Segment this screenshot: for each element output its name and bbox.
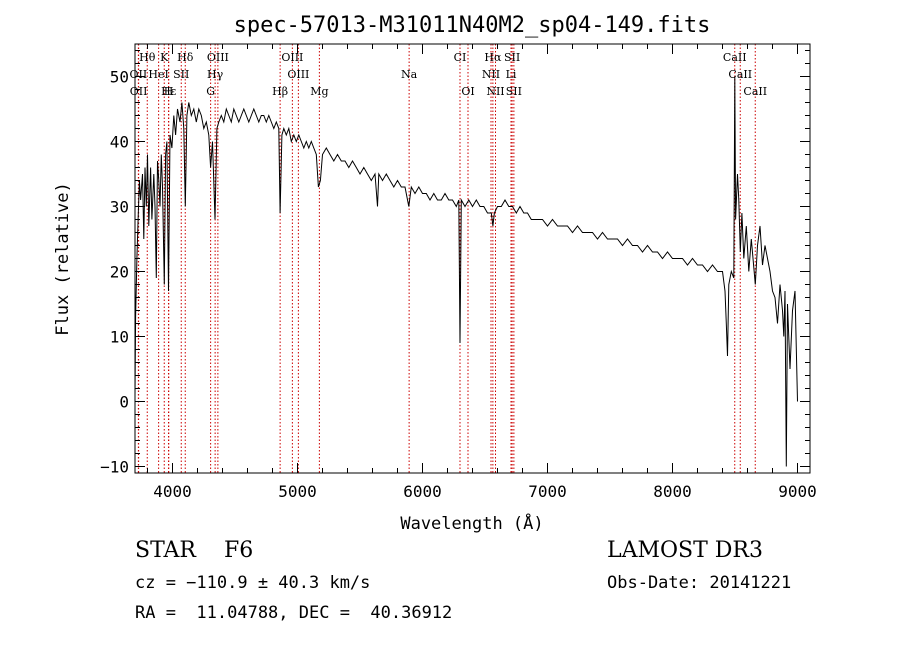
line-label-10: HeI (148, 68, 168, 81)
object-class: STAR (135, 538, 196, 563)
line-label-13: OIII (287, 68, 309, 81)
line-label-18: OII (130, 85, 148, 98)
y-tick-label-3: 20 (110, 263, 129, 282)
y-tick-label-2: 10 (110, 328, 129, 347)
y-tick-label-1: 0 (119, 393, 129, 412)
x-tick-label-2: 6000 (403, 482, 442, 501)
line-label-4: OIII (281, 51, 303, 64)
y-axis: −10 0 10 20 30 40 50 (100, 50, 810, 477)
line-label-25: NII (486, 85, 504, 98)
spectrum-series-line (134, 76, 798, 467)
y-tick-label-0: −10 (100, 458, 129, 477)
line-label-14: Na (401, 68, 418, 81)
line-label-6: Hα (484, 51, 502, 64)
line-label-21: G (206, 85, 215, 98)
line-label-7: SII (504, 51, 520, 64)
line-label-12: Hγ (207, 68, 224, 81)
line-label-8: CaII (723, 51, 747, 64)
x-axis: 4000 5000 6000 7000 8000 9000 (147, 44, 817, 501)
line-label-17: CaII (728, 68, 752, 81)
line-label-22: Hβ (272, 85, 288, 98)
y-tick-label-5: 40 (110, 133, 129, 152)
line-label-1: K (160, 51, 169, 64)
line-label-15: NII (482, 68, 500, 81)
redshift-readout: cz = −110.9 ± 40.3 km/s (135, 573, 371, 593)
coordinates-readout: RA = 11.04788, DEC = 40.36912 (135, 603, 453, 623)
line-label-20: H (164, 85, 174, 98)
x-tick-label-3: 7000 (528, 482, 567, 501)
x-tick-label-0: 4000 (153, 482, 192, 501)
y-tick-label-4: 30 (110, 198, 129, 217)
line-label-24: OI (461, 85, 474, 98)
y-axis-label: Flux (relative) (53, 182, 73, 336)
observation-date: Obs-Date: 20141221 (607, 573, 792, 593)
y-tick-label-6: 50 (110, 68, 129, 87)
line-label-5: CI (454, 51, 467, 64)
line-label-9: OII (130, 68, 148, 81)
line-label-0: Hθ (139, 51, 156, 64)
line-label-26: SII (506, 85, 522, 98)
x-tick-label-1: 5000 (278, 482, 317, 501)
line-label-11: SII (173, 68, 189, 81)
line-label-27: CaII (743, 85, 767, 98)
line-label-2: Hδ (177, 51, 194, 64)
line-label-19: Hε (161, 85, 177, 98)
line-label-23: Mg (310, 85, 328, 98)
x-tick-label-5: 9000 (778, 482, 817, 501)
x-tick-label-4: 8000 (653, 482, 692, 501)
chart-title: spec-57013-M31011N40M2_sp04-149.fits (234, 13, 711, 38)
line-label-3: OIII (207, 51, 229, 64)
x-axis-label: Wavelength (Å) (400, 512, 543, 534)
survey-label: LAMOST DR3 (607, 538, 763, 563)
object-classification: STAR F6 (135, 538, 253, 563)
plot-frame (134, 43, 811, 474)
line-label-16: Li (506, 68, 517, 81)
object-subclass: F6 (223, 538, 254, 563)
